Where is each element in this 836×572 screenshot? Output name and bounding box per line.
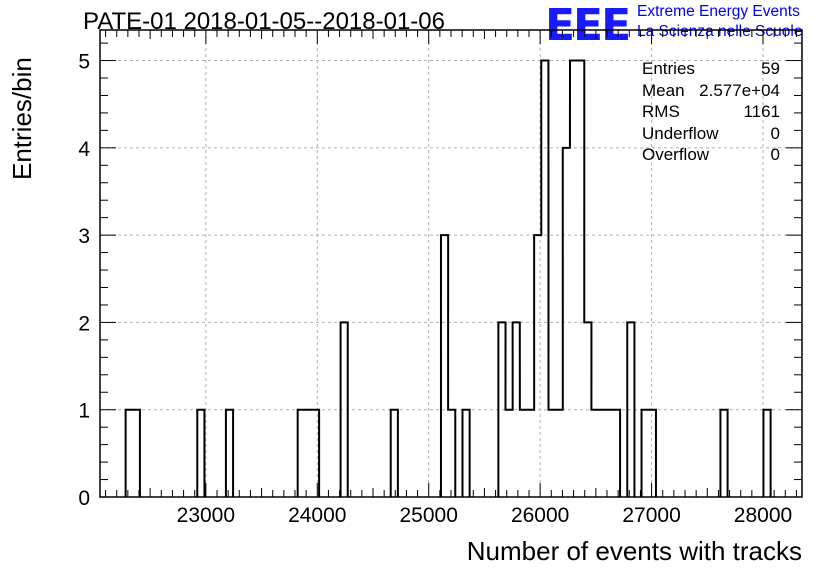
histogram-outline — [124, 59, 772, 497]
histogram-bin — [549, 410, 556, 497]
stats-row-rms: RMS 1161 — [642, 101, 780, 123]
histogram-bin — [312, 410, 319, 497]
y-tick-label: 3 — [78, 225, 90, 248]
histogram-bin — [133, 410, 140, 497]
stats-key: RMS — [642, 102, 680, 121]
histogram-bin — [197, 410, 204, 497]
histogram-bin — [126, 410, 133, 497]
stats-value: 2.577e+04 — [699, 80, 780, 100]
y-tick-label: 2 — [78, 312, 90, 335]
x-axis-label: Number of events with tracks — [466, 536, 802, 566]
histogram-bin — [570, 61, 577, 497]
x-tick-label: 27000 — [622, 504, 680, 527]
x-tick-label: 26000 — [511, 504, 569, 527]
stats-key: Mean — [642, 80, 685, 100]
stats-key: Entries — [642, 59, 695, 78]
histogram-bin — [305, 410, 312, 497]
y-tick-label: 4 — [78, 138, 90, 161]
x-tick-label: 23000 — [177, 504, 235, 527]
histogram-bars — [124, 59, 772, 497]
histogram-bin — [441, 235, 448, 497]
histogram-bin — [649, 410, 656, 497]
stats-row-mean: Mean 2.577e+04 — [642, 80, 780, 102]
histogram-bin — [720, 410, 727, 497]
y-tick-label: 5 — [78, 51, 90, 74]
stats-row-overflow: Overflow 0 — [642, 144, 780, 166]
stats-value: 0 — [770, 123, 780, 143]
stats-key: Overflow — [642, 145, 710, 164]
histogram-bin — [541, 61, 548, 497]
histogram-bin — [606, 410, 613, 497]
histogram-bin — [642, 410, 649, 497]
stats-value: 0 — [770, 145, 780, 164]
stats-row-underflow: Underflow 0 — [642, 123, 780, 145]
x-tick-label: 28000 — [734, 504, 792, 527]
logo-caption-line2: La Scienza nelle Scuole — [637, 23, 803, 40]
stats-row-entries: Entries 59 — [642, 58, 780, 80]
stats-box: Entries 59 Mean 2.577e+04 RMS 1161 Under… — [642, 58, 780, 166]
stats-key: Underflow — [642, 123, 719, 143]
histogram-bin — [513, 322, 520, 497]
logo-caption: Extreme Energy Events La Scienza nelle S… — [637, 2, 802, 42]
histogram-bin — [563, 148, 570, 497]
histogram-bin — [763, 410, 770, 497]
histogram-bin — [627, 322, 634, 497]
histogram-bin — [584, 322, 591, 497]
histogram-bin — [613, 410, 620, 497]
y-tick-label: 1 — [78, 400, 90, 423]
histogram-bin — [226, 410, 233, 497]
stats-value: 1161 — [743, 102, 780, 121]
logo-caption-line1: Extreme Energy Events — [637, 3, 800, 20]
histogram-bin — [527, 410, 534, 497]
histogram-bin — [341, 322, 348, 497]
x-tick-label: 25000 — [400, 504, 458, 527]
histogram-bin — [462, 410, 469, 497]
y-tick-label: 0 — [78, 487, 90, 510]
histogram-bin — [534, 235, 541, 497]
histogram-bin — [448, 410, 455, 497]
stats-value: 59 — [761, 59, 780, 78]
histogram-bin — [391, 410, 398, 497]
histogram-bin — [577, 61, 584, 497]
histogram-bin — [520, 410, 527, 497]
y-axis-label: Entries/bin — [7, 57, 37, 180]
histogram-bin — [505, 410, 512, 497]
eee-logo: EEE — [545, 0, 631, 51]
histogram-bin — [298, 410, 305, 497]
histogram-bin — [591, 410, 598, 497]
histogram-bin — [556, 410, 563, 497]
axes: 23000 24000 25000 26000 27000 28000 0 1 2 3 4 5 — [78, 29, 803, 527]
histogram-bin — [599, 410, 606, 497]
x-tick-label: 24000 — [288, 504, 346, 527]
histogram-bin — [498, 322, 505, 497]
